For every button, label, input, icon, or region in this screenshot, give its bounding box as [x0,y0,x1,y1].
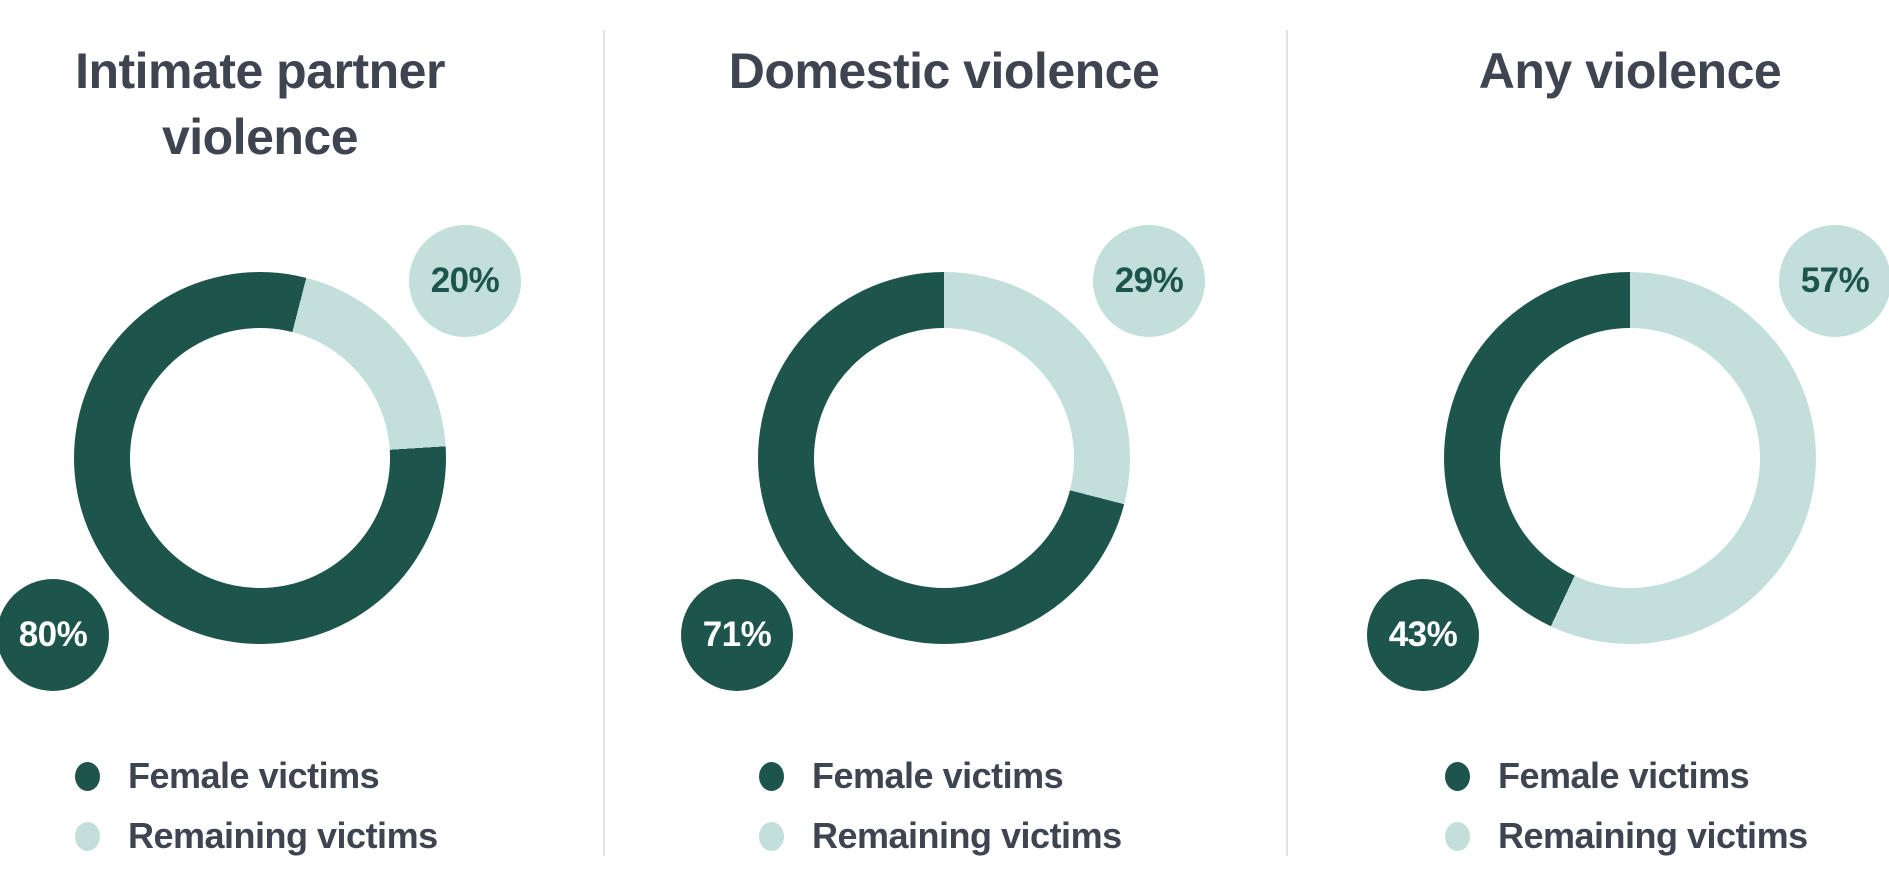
donut-chart [74,272,446,644]
legend-row-female: Female victims [75,746,438,806]
female-victims-value: 43% [1388,615,1458,654]
donut-chart [758,272,1130,644]
donut-hole [814,328,1074,588]
legend-label-remaining: Remaining victims [812,815,1122,856]
female-victims-badge: 43% [1367,579,1479,691]
female-victims-dot-icon [75,761,100,791]
female-victims-badge: 71% [681,579,793,691]
legend: Female victims Remaining victims [1445,746,1808,866]
female-victims-dot-icon [1445,761,1470,791]
panel-divider-2 [1286,30,1288,856]
remaining-victims-dot-icon [1445,821,1470,851]
legend-row-remaining: Remaining victims [75,806,438,866]
remaining-victims-value: 57% [1800,261,1870,300]
legend-label-remaining: Remaining victims [1498,815,1808,856]
chart-title: Intimate partner violence [75,43,445,165]
legend-label-female: Female victims [812,755,1064,796]
remaining-victims-badge: 57% [1779,225,1889,337]
remaining-victims-dot-icon [75,821,100,851]
chart-title: Any violence [1478,43,1782,99]
remaining-victims-value: 20% [430,261,500,300]
panel-divider-1 [603,30,605,856]
donut-chart [1444,272,1816,644]
legend-row-remaining: Remaining victims [759,806,1122,866]
remaining-victims-dot-icon [759,821,784,851]
donut-hole [1500,328,1760,588]
remaining-victims-badge: 29% [1093,225,1205,337]
legend-label-female: Female victims [128,755,380,796]
legend-label-female: Female victims [1498,755,1750,796]
remaining-victims-badge: 20% [409,225,521,337]
remaining-victims-value: 29% [1114,261,1184,300]
female-victims-dot-icon [759,761,784,791]
legend-row-remaining: Remaining victims [1445,806,1808,866]
legend-row-female: Female victims [1445,746,1808,806]
legend: Female victims Remaining victims [759,746,1122,866]
donut-hole [130,328,390,588]
female-victims-badge: 80% [0,579,109,691]
legend: Female victims Remaining victims [75,746,438,866]
legend-label-remaining: Remaining victims [128,815,438,856]
legend-row-female: Female victims [759,746,1122,806]
female-victims-value: 80% [18,615,88,654]
female-victims-value: 71% [702,615,772,654]
chart-title: Domestic violence [728,43,1160,99]
